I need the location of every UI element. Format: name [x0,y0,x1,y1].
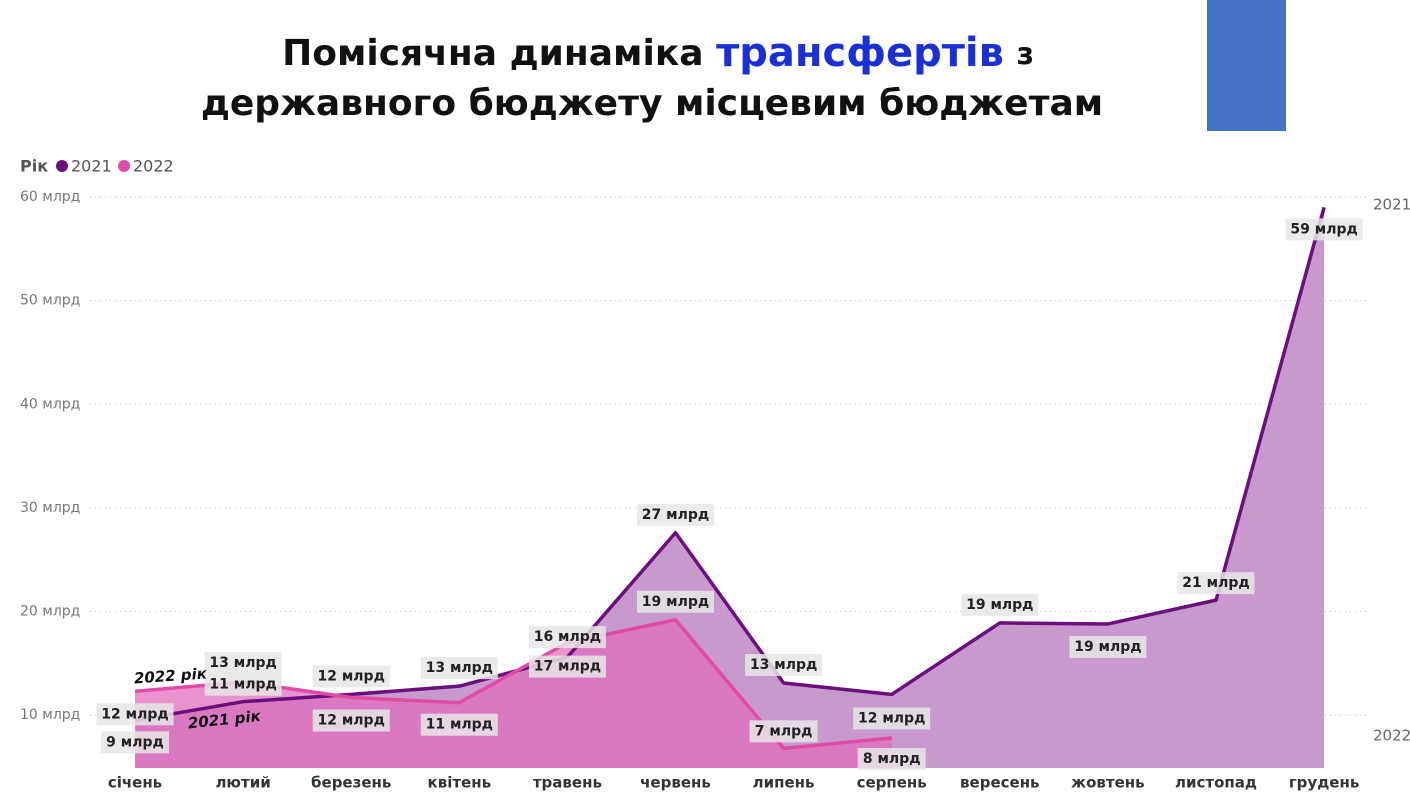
data-label: 12 млрд [101,706,168,722]
data-label-bg [528,626,606,649]
data-label-bg [745,654,823,677]
data-label: 19 млрд [1074,639,1141,655]
end-label: 2021 [1373,196,1410,214]
data-label-bg [420,657,498,680]
data-label: 59 млрд [1290,221,1357,237]
legend-label: 2021 [71,157,112,176]
data-label-bg [528,655,606,678]
data-label-bg [961,593,1039,616]
data-label: 9 млрд [106,734,164,750]
title-part: Помісячна динаміка [282,33,703,74]
data-label: 13 млрд [209,655,276,671]
legend-label: 2022 [133,157,174,176]
data-label: 12 млрд [318,668,385,684]
x-tick-label: листопад [1175,774,1257,792]
x-tick-label: вересень [960,774,1040,792]
area [135,207,1325,768]
annotation: 2022 рік [133,664,208,687]
data-label: 11 млрд [209,677,276,693]
data-label: 7 млрд [755,723,813,739]
chart-title: Помісячна динаміка трансфертів з [282,30,1034,76]
data-label-bg [312,665,390,688]
data-label-bg [101,731,169,754]
decor-block [1207,0,1286,131]
legend-marker [118,160,130,172]
legend-marker [56,160,68,172]
x-tick-label: жовтень [1071,774,1144,792]
data-label-bg [857,747,926,770]
x-tick-label: лютий [215,774,270,792]
data-label: 12 млрд [318,713,385,729]
data-label: 19 млрд [642,594,709,610]
y-tick-label: 30 млрд [20,500,80,516]
end-label: 2022 [1373,727,1410,745]
data-label: 16 млрд [534,629,601,645]
data-label-bg [637,590,714,613]
data-label: 19 млрд [966,597,1033,613]
x-tick-label: травень [533,774,602,792]
y-tick-label: 20 млрд [20,604,80,620]
data-label: 21 млрд [1182,575,1249,591]
data-label: 8 млрд [863,751,921,767]
x-tick-label: червень [640,774,711,792]
data-label-bg [749,720,818,743]
x-tick-label: грудень [1289,774,1360,792]
y-tick-label: 40 млрд [20,396,80,412]
data-label-bg [1069,635,1147,658]
x-tick-label: січень [108,774,162,792]
title-part: з [1016,37,1033,72]
y-tick-label: 60 млрд [20,189,80,205]
data-label-bg [204,651,282,674]
data-label-bg [853,707,931,730]
y-tick-label: 10 млрд [20,707,80,723]
x-tick-label: квітень [428,774,492,792]
data-label: 27 млрд [642,507,709,523]
data-label: 17 млрд [534,659,601,675]
data-label-bg [96,703,174,726]
x-tick-label: липень [753,774,815,792]
x-tick-label: серпень [857,774,927,792]
data-label: 11 млрд [426,717,493,733]
data-label: 13 млрд [426,660,493,676]
data-label-bg [637,503,714,526]
data-label: 12 млрд [858,710,925,726]
data-label: 13 млрд [750,657,817,673]
data-label-bg [420,713,498,736]
data-label-bg [1177,572,1255,595]
chart-title: державного бюджету місцевим бюджетам [201,83,1103,124]
y-tick-label: 50 млрд [20,293,80,309]
data-label-bg [312,709,390,732]
title-highlight: трансфертів [716,30,1004,76]
x-tick-label: березень [311,774,391,792]
data-label-bg [204,673,282,696]
legend-title: Рік [20,157,48,176]
data-label-bg [1285,218,1363,241]
